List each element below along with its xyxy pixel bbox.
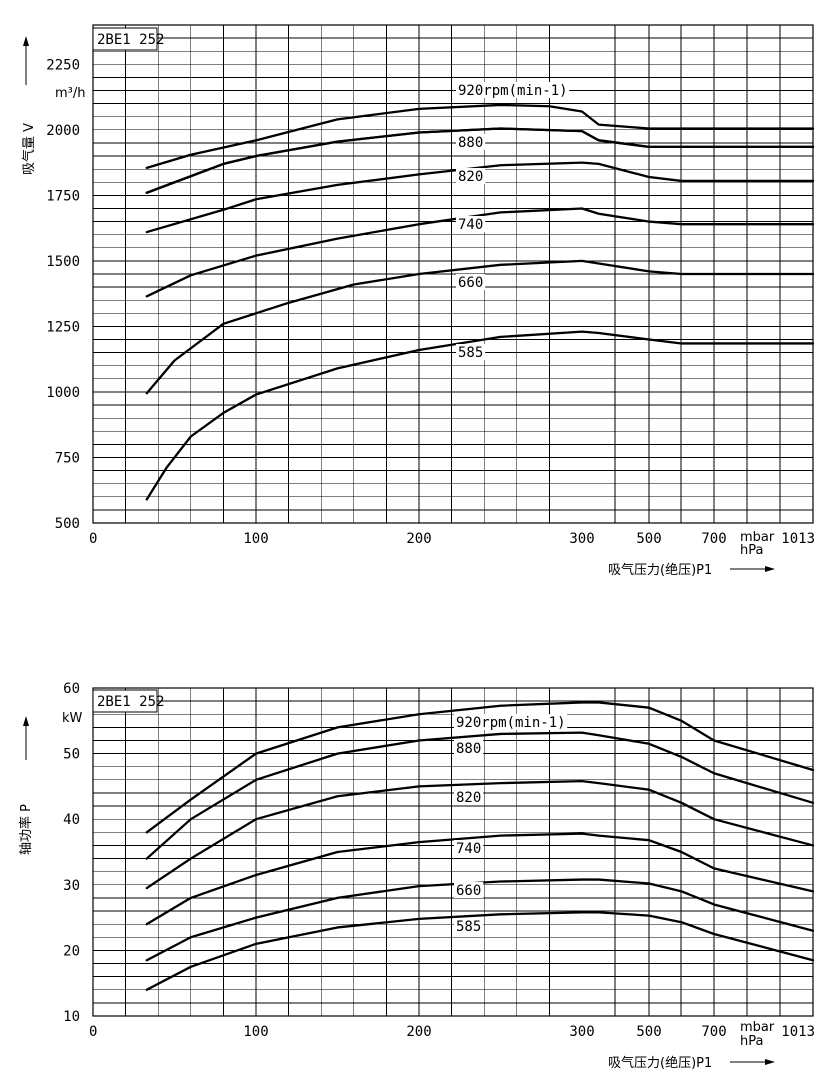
curve-label-bg	[456, 82, 570, 98]
curve-speed-label: 820	[458, 169, 483, 185]
y-tick-label: 10	[63, 1009, 80, 1025]
curve-label-bg	[454, 740, 484, 756]
y-tick-label: 20	[63, 943, 80, 959]
y-tick-label: 750	[55, 450, 80, 466]
y-tick-label: 60	[63, 681, 80, 697]
power-model-box	[92, 689, 158, 713]
series-line	[145, 832, 815, 926]
x-tick-label: 100	[243, 1024, 268, 1040]
series-line	[145, 731, 815, 860]
power-x-unit-hpa: hPa	[740, 1034, 763, 1049]
curve-label-bg	[456, 168, 486, 184]
curve-label-bg	[456, 134, 486, 150]
flow-x-axis-label: 吸气压力(绝压)P1	[608, 562, 712, 578]
curve-speed-label: 740	[456, 841, 481, 857]
x-tick-label: 100	[243, 531, 268, 547]
flow-x-arrow-icon	[730, 566, 775, 572]
x-tick-label: 700	[701, 1024, 726, 1040]
curve-speed-label: 920rpm(min-1)	[458, 83, 568, 99]
x-tick-label: 200	[406, 531, 431, 547]
power-y-tick-labels: 10 20 30 40 50 60	[63, 681, 80, 1025]
flow-y-unit: m³/h	[55, 86, 86, 101]
y-tick-label: 2000	[46, 123, 80, 139]
power-y-arrow-icon	[23, 716, 29, 760]
flow-curves	[145, 103, 815, 501]
y-tick-label: 2250	[46, 57, 80, 73]
curve-label-bg	[454, 840, 484, 856]
series-line	[145, 701, 815, 834]
x-tick-label: 1013	[781, 1024, 815, 1040]
series-line	[145, 259, 815, 395]
x-tick-label: 0	[89, 1024, 97, 1040]
curve-speed-label: 740	[458, 217, 483, 233]
flow-y-arrow-icon	[23, 36, 29, 85]
series-line	[145, 127, 815, 194]
power-grid	[92, 687, 814, 1017]
curve-label-bg	[454, 882, 484, 898]
power-y-unit: kW	[62, 711, 83, 726]
power-curve-labels: 920rpm(min-1) 880 820 740 660 585	[454, 714, 568, 935]
curve-speed-label: 660	[456, 883, 481, 899]
power-x-axis-label: 吸气压力(绝压)P1	[608, 1055, 712, 1071]
power-x-tick-labels: 0 100 200 300 500 700 1013	[89, 1024, 815, 1040]
curve-label-bg	[454, 918, 484, 934]
flow-x-unit-hpa: hPa	[740, 543, 763, 558]
y-tick-label: 1250	[46, 319, 80, 335]
series-line	[145, 161, 815, 234]
power-curves	[145, 701, 815, 991]
y-tick-label: 1500	[46, 254, 80, 270]
power-y-axis-label: 轴功率 P	[18, 804, 34, 855]
x-tick-label: 700	[701, 531, 726, 547]
x-tick-label: 300	[569, 531, 594, 547]
curve-speed-label: 660	[458, 275, 483, 291]
series-line	[145, 911, 815, 991]
curve-label-bg	[454, 714, 568, 730]
y-tick-label: 30	[63, 878, 80, 894]
series-line	[145, 103, 815, 169]
y-tick-label: 40	[63, 812, 80, 828]
series-line	[145, 878, 815, 962]
power-x-arrow-icon	[730, 1059, 775, 1065]
flow-y-tick-labels: 500 750 1000 1250 1500 1750 2000 2250	[46, 57, 80, 532]
x-tick-label: 500	[636, 1024, 661, 1040]
y-tick-label: 1000	[46, 385, 80, 401]
curve-label-bg	[454, 789, 484, 805]
flow-x-tick-labels: 0 100 200 300 500 700 1013	[89, 531, 815, 547]
x-tick-label: 500	[636, 531, 661, 547]
curve-speed-label: 585	[458, 345, 483, 361]
power-x-unit-mbar: mbar	[740, 1020, 775, 1035]
curve-label-bg	[456, 274, 486, 290]
flow-y-axis-label: 吸气量 V	[21, 123, 37, 175]
x-tick-label: 1013	[781, 531, 815, 547]
curve-speed-label: 585	[456, 919, 481, 935]
series-line	[145, 207, 815, 298]
flow-model-label: 2BE1 252	[97, 32, 164, 48]
y-tick-label: 50	[63, 747, 80, 763]
x-tick-label: 0	[89, 531, 97, 547]
plot-frame	[92, 687, 814, 1017]
power-chart: 920rpm(min-1) 880 820 740 660 585 10 20 30 40 50 6…	[18, 681, 815, 1071]
series-line	[145, 330, 815, 501]
x-tick-label: 300	[569, 1024, 594, 1040]
curve-speed-label: 920rpm(min-1)	[456, 715, 566, 731]
curve-label-bg	[456, 216, 486, 232]
y-tick-label: 1750	[46, 188, 80, 204]
x-tick-label: 200	[406, 1024, 431, 1040]
curve-speed-label: 820	[456, 790, 481, 806]
curve-label-bg	[456, 344, 486, 360]
flow-x-unit-mbar: mbar	[740, 530, 775, 545]
curve-speed-label: 880	[458, 135, 483, 151]
curve-speed-label: 880	[456, 741, 481, 757]
series-line	[145, 780, 815, 890]
power-model-label: 2BE1 252	[97, 694, 164, 710]
flow-curve-labels: 920rpm(min-1) 880 820 740 660 585	[456, 82, 570, 361]
y-tick-label: 500	[55, 516, 80, 532]
flow-model-box	[92, 27, 158, 51]
